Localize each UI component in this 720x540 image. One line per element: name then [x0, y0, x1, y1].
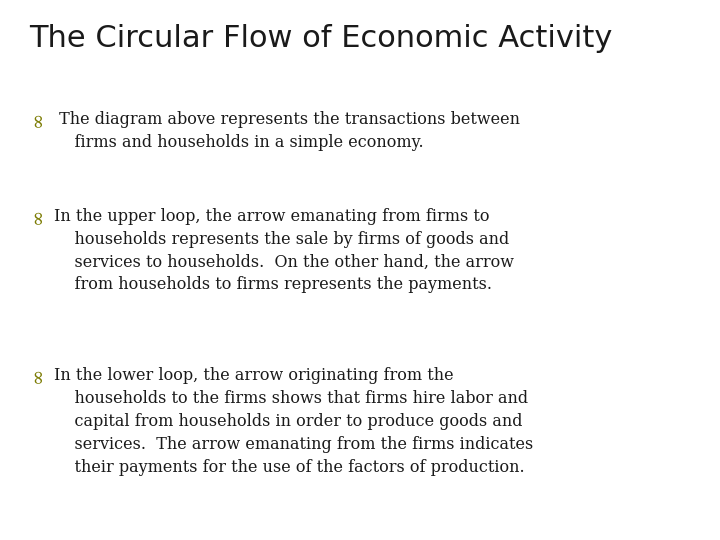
Text: In the lower loop, the arrow originating from the
    households to the firms sh: In the lower loop, the arrow originating…	[54, 367, 534, 476]
Text: ∞: ∞	[29, 367, 47, 383]
Text: ∞: ∞	[29, 111, 47, 127]
Text: The diagram above represents the transactions between
    firms and households i: The diagram above represents the transac…	[54, 111, 520, 151]
Text: The Circular Flow of Economic Activity: The Circular Flow of Economic Activity	[29, 24, 612, 53]
Text: In the upper loop, the arrow emanating from firms to
    households represents t: In the upper loop, the arrow emanating f…	[54, 208, 514, 293]
Text: ∞: ∞	[29, 208, 47, 224]
